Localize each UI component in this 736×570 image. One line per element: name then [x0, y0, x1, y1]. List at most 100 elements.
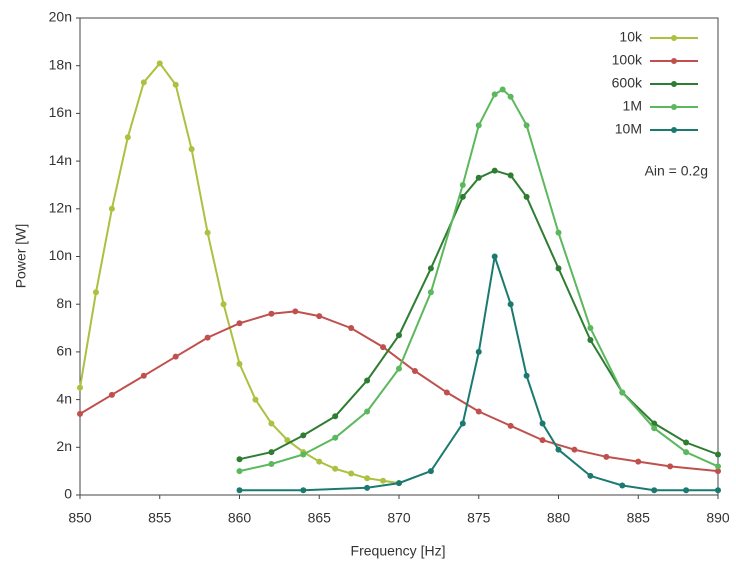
y-tick-label: 6n [56, 343, 72, 359]
data-point [491, 91, 498, 98]
data-point [268, 460, 275, 467]
data-point [188, 146, 195, 153]
data-point [364, 377, 371, 384]
data-point [587, 336, 594, 343]
data-point [332, 434, 339, 441]
y-tick-label: 8n [56, 295, 72, 311]
data-point [619, 389, 626, 396]
data-point [539, 420, 546, 427]
y-tick-label: 0 [64, 486, 72, 502]
data-point [348, 470, 355, 477]
data-point [236, 456, 243, 463]
data-point [292, 308, 299, 315]
data-point [475, 122, 482, 129]
data-point [140, 372, 147, 379]
data-point [683, 487, 690, 494]
data-point [555, 446, 562, 453]
x-tick-label: 860 [228, 510, 252, 526]
data-point [364, 475, 371, 482]
data-point [523, 193, 530, 200]
data-point [332, 465, 339, 472]
data-point [316, 313, 323, 320]
data-point [603, 453, 610, 460]
data-point [507, 422, 514, 429]
data-point [555, 229, 562, 236]
data-point [77, 384, 83, 391]
data-point [396, 365, 402, 372]
data-point [364, 408, 371, 415]
data-point [443, 389, 450, 396]
x-tick-label: 855 [148, 510, 172, 526]
data-point [204, 334, 211, 341]
data-point [587, 472, 594, 479]
legend-marker [671, 58, 677, 64]
data-point [475, 174, 482, 181]
data-point [427, 265, 434, 272]
data-point [507, 93, 514, 100]
legend-marker [671, 127, 677, 133]
data-point [507, 172, 514, 179]
data-point [300, 432, 307, 439]
data-point [396, 480, 402, 487]
data-point [651, 420, 658, 427]
data-point [427, 468, 434, 475]
y-tick-label: 4n [56, 390, 72, 406]
data-point [635, 458, 642, 465]
data-point [252, 396, 259, 403]
data-point [523, 122, 530, 129]
data-point [348, 325, 355, 332]
data-point [380, 344, 387, 351]
data-point [396, 332, 402, 339]
y-tick-label: 2n [56, 438, 72, 454]
data-point [651, 425, 658, 432]
data-point [683, 439, 690, 446]
data-point [475, 348, 482, 355]
data-point [236, 360, 243, 367]
legend-label: 10M [615, 121, 642, 137]
data-point [555, 265, 562, 272]
data-point [571, 446, 578, 453]
data-point [236, 487, 243, 494]
x-tick-label: 865 [308, 510, 332, 526]
data-point [507, 301, 514, 308]
data-point [268, 449, 275, 456]
data-point [411, 367, 418, 374]
series-line [79, 61, 400, 485]
y-tick-label: 14n [49, 152, 72, 168]
data-point [332, 413, 339, 420]
data-point [715, 487, 721, 494]
x-axis-label: Frequency [Hz] [351, 543, 446, 559]
data-point [491, 167, 498, 174]
annotation: Ain = 0.2g [645, 163, 708, 179]
x-tick-label: 850 [68, 510, 92, 526]
data-point [124, 134, 131, 141]
data-point [459, 181, 466, 188]
data-point [459, 420, 466, 427]
data-point [172, 353, 179, 360]
data-point [220, 301, 227, 308]
data-point [667, 463, 674, 470]
data-point [268, 310, 275, 317]
data-point [459, 193, 466, 200]
data-point [715, 451, 721, 458]
data-point [108, 205, 115, 212]
data-point [300, 451, 307, 458]
data-point [539, 437, 546, 444]
x-tick-label: 875 [467, 510, 491, 526]
data-point [427, 289, 434, 296]
data-point [587, 325, 594, 332]
data-point [77, 410, 83, 417]
legend-label: 10k [619, 29, 643, 45]
data-point [172, 81, 179, 88]
legend-label: 1M [623, 98, 642, 114]
y-tick-label: 10n [49, 247, 72, 263]
data-point [156, 60, 163, 67]
legend-marker [671, 35, 677, 41]
data-point [715, 468, 721, 475]
legend-marker [671, 104, 677, 110]
y-tick-label: 16n [49, 104, 72, 120]
data-point [499, 86, 506, 93]
data-point [300, 487, 307, 494]
y-tick-label: 18n [49, 56, 72, 72]
